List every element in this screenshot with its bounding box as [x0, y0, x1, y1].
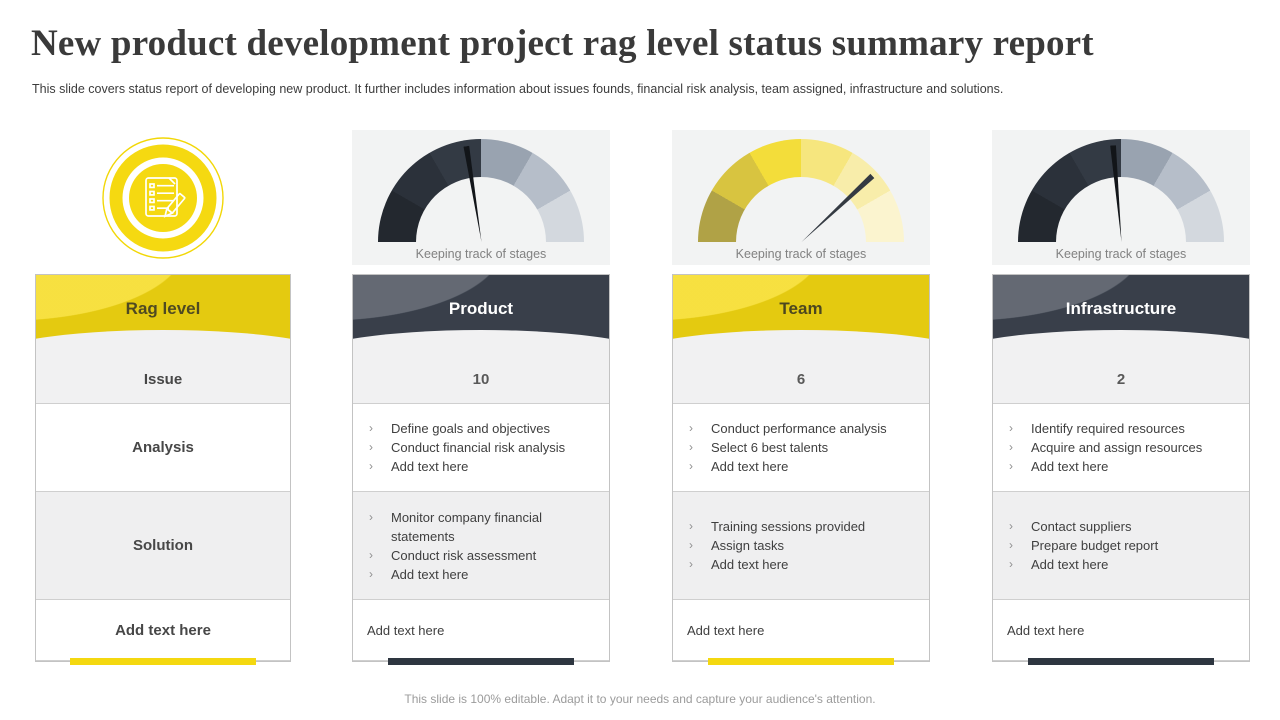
rag-table-header: Rag level	[36, 275, 290, 356]
bullet-item: › Conduct risk assessment	[369, 547, 537, 563]
clipboard-checklist-icon	[102, 136, 224, 259]
gauge-product	[378, 139, 584, 242]
product-analysis-row: › Define goals and objectives › Conduct fin…	[353, 404, 609, 492]
rag-icon-wrap	[35, 130, 291, 265]
infrastructure-header-label: Infrastructure	[1065, 299, 1177, 318]
team-accent-bar	[708, 658, 894, 665]
product-gauge-panel: Keeping track of stages	[352, 130, 610, 265]
rag-table: Rag level Issue Analysis Solution Add te…	[35, 274, 291, 665]
chevron-bullet-icon: ›	[689, 459, 693, 473]
chevron-bullet-icon: ›	[689, 519, 693, 533]
product-table: Product 10 › Define goals and objectives ›…	[352, 274, 610, 665]
product-header: Product	[353, 275, 609, 356]
bullet-item: › Add text here	[1009, 557, 1109, 572]
bullet-item: › Contact suppliers	[1009, 519, 1132, 534]
footer-note: This slide is 100% editable. Adapt it to…	[404, 692, 876, 706]
chevron-bullet-icon: ›	[1009, 421, 1013, 435]
bullet-item: › Add text here	[689, 459, 789, 474]
rag-row-issue: Issue	[36, 356, 290, 404]
team-count: 6	[673, 356, 929, 404]
gauge-caption: Keeping track of stages	[415, 247, 547, 261]
product-solution-list: › Monitor company financial statements › Co…	[353, 492, 609, 599]
infrastructure-solution-row: › Contact suppliers › Prepare budget report…	[993, 492, 1249, 600]
rag-level-column: Rag level Issue Analysis Solution Add te…	[35, 130, 291, 665]
infrastructure-gauge-panel: Keeping track of stages	[992, 130, 1250, 265]
bullet-item: › Conduct financial risk analysis	[369, 440, 566, 455]
rag-row-analysis: Analysis	[36, 404, 290, 492]
chevron-bullet-icon: ›	[689, 421, 693, 435]
gauge-hole	[1056, 177, 1186, 242]
gauge-caption: Keeping track of stages	[735, 247, 867, 261]
chevron-bullet-icon: ›	[1009, 538, 1013, 552]
infrastructure-count: 2	[993, 356, 1249, 404]
gauge-infrastructure	[1018, 139, 1224, 242]
bullet-item: › Identify required resources	[1009, 421, 1185, 436]
bullet-item: › Select 6 best talents	[689, 440, 829, 455]
slide-subtitle: This slide covers status report of devel…	[32, 82, 1004, 96]
chevron-bullet-icon: ›	[369, 459, 373, 473]
gauge-hole	[736, 177, 866, 242]
bullet-item: › Add text here	[369, 459, 469, 474]
rag-accent-bar	[70, 658, 256, 665]
bullet-item: › Monitor company financial statements	[369, 509, 543, 544]
product-column: Keeping track of stages Product 10 › Defi…	[352, 130, 610, 665]
infrastructure-analysis-list: › Identify required resources › Acquire and…	[993, 404, 1249, 491]
team-gauge-panel: Keeping track of stages	[672, 130, 930, 265]
chevron-bullet-icon: ›	[369, 566, 373, 581]
team-analysis-list: › Conduct performance analysis › Select 6 b…	[673, 404, 929, 491]
product-solution-row: › Monitor company financial statements › Co…	[353, 492, 609, 600]
slide-title: New product development project rag leve…	[31, 23, 1094, 64]
chevron-bullet-icon: ›	[1009, 440, 1013, 454]
infrastructure-add-text: Add text here	[993, 600, 1249, 661]
infrastructure-header: Infrastructure	[993, 275, 1249, 356]
bullet-item: › Add text here	[1009, 459, 1109, 474]
team-add-text: Add text here	[673, 600, 929, 661]
chevron-bullet-icon: ›	[1009, 557, 1013, 571]
chevron-bullet-icon: ›	[369, 509, 373, 524]
chevron-bullet-icon: ›	[1009, 459, 1013, 473]
rag-header-label: Rag level	[125, 299, 201, 318]
infrastructure-column: Keeping track of stages Infrastructure 2…	[992, 130, 1250, 665]
team-solution-list: › Training sessions provided › Assign tasks…	[673, 492, 929, 599]
chevron-bullet-icon: ›	[689, 440, 693, 454]
gauge-caption: Keeping track of stages	[1055, 247, 1187, 261]
bullet-item: › Add text here	[689, 557, 789, 572]
team-analysis-row: › Conduct performance analysis › Select 6 b…	[673, 404, 929, 492]
rag-row-add-text: Add text here	[36, 600, 290, 661]
gauge-hole	[416, 177, 546, 242]
product-accent-bar	[388, 658, 574, 665]
bullet-item: › Prepare budget report	[1009, 538, 1159, 553]
product-add-text: Add text here	[353, 600, 609, 661]
infrastructure-accent-bar	[1028, 658, 1214, 665]
bullet-item: › Training sessions provided	[689, 519, 866, 534]
chevron-bullet-icon: ›	[689, 557, 693, 571]
product-count: 10	[353, 356, 609, 404]
bullet-item: › Define goals and objectives	[369, 421, 550, 436]
chevron-bullet-icon: ›	[689, 538, 693, 552]
team-header: Team	[673, 275, 929, 356]
rag-row-solution: Solution	[36, 492, 290, 600]
team-header-label: Team	[779, 299, 823, 318]
team-solution-row: › Training sessions provided › Assign tasks…	[673, 492, 929, 600]
chevron-bullet-icon: ›	[1009, 519, 1013, 533]
bullet-item: › Assign tasks	[689, 538, 784, 553]
team-table: Team 6 › Conduct performance analysis › Sel…	[672, 274, 930, 665]
chevron-bullet-icon: ›	[369, 440, 373, 454]
bullet-item: › Acquire and assign resources	[1009, 440, 1203, 455]
infrastructure-analysis-row: › Identify required resources › Acquire and…	[993, 404, 1249, 492]
product-analysis-list: › Define goals and objectives › Conduct fin…	[353, 404, 609, 491]
chevron-bullet-icon: ›	[369, 421, 373, 435]
bullet-item: › Add text here	[369, 566, 469, 582]
team-column: Keeping track of stages Team 6 › Conduct …	[672, 130, 930, 665]
chevron-bullet-icon: ›	[369, 547, 373, 562]
bullet-item: › Conduct performance analysis	[689, 421, 887, 436]
gauge-team	[698, 139, 904, 242]
product-header-label: Product	[448, 299, 514, 318]
infrastructure-table: Infrastructure 2 › Identify required reso…	[992, 274, 1250, 665]
infrastructure-solution-list: › Contact suppliers › Prepare budget report…	[993, 492, 1249, 599]
